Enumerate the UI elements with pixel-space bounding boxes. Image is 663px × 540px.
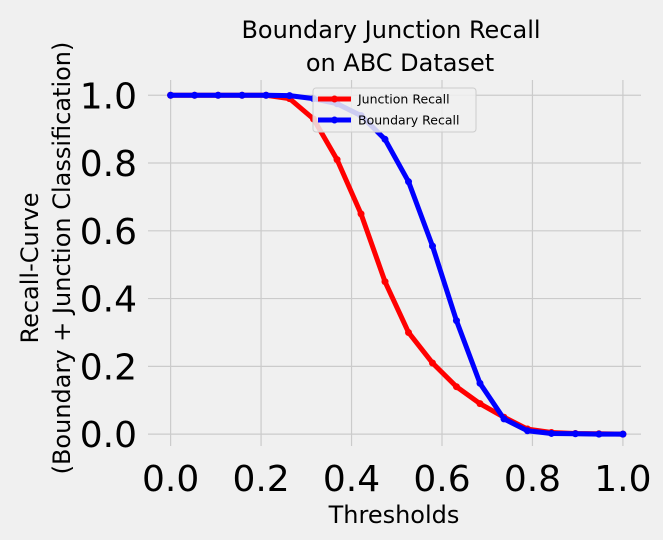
legend-label-junction-recall: Junction Recall — [357, 92, 450, 107]
point-boundary-recall-19 — [619, 430, 627, 438]
point-boundary-recall-16 — [547, 429, 555, 437]
point-boundary-recall-11 — [428, 242, 436, 250]
point-junction-recall-7 — [333, 156, 341, 164]
point-boundary-recall-0 — [167, 91, 175, 99]
point-boundary-recall-5 — [286, 92, 294, 100]
point-boundary-recall-2 — [214, 91, 222, 99]
x-tick-label-3: 0.6 — [413, 459, 470, 500]
point-boundary-recall-3 — [238, 91, 246, 99]
point-junction-recall-8 — [357, 210, 365, 218]
series-layer — [167, 91, 627, 438]
y-axis-label-line-2: (Boundary + Junction Classification) — [48, 42, 76, 475]
y-tick-label-3: 0.6 — [80, 212, 137, 253]
y-tick-labels: 0.0 0.2 0.4 0.6 0.8 1.0 — [80, 76, 137, 456]
x-tick-label-1: 0.2 — [232, 459, 289, 500]
series-line-boundary-recall — [168, 92, 626, 437]
point-junction-recall-11 — [428, 359, 436, 367]
point-junction-recall-12 — [452, 383, 460, 391]
x-axis-label: Thresholds — [328, 501, 460, 529]
legend: Junction Recall Boundary Recall — [312, 87, 477, 133]
legend-marker-boundary-recall — [331, 116, 338, 124]
x-tick-labels: 0.0 0.2 0.4 0.6 0.8 1.0 — [142, 459, 652, 500]
x-tick-label-5: 1.0 — [594, 459, 651, 500]
point-boundary-recall-10 — [405, 178, 413, 186]
point-boundary-recall-1 — [191, 91, 199, 99]
point-junction-recall-13 — [476, 400, 484, 408]
y-tick-label-4: 0.8 — [80, 144, 137, 185]
x-tick-label-0: 0.0 — [142, 459, 199, 500]
y-tick-label-5: 1.0 — [80, 76, 137, 117]
y-axis-label-line-1: Recall-Curve — [16, 192, 44, 343]
chart-title-line-2: on ABC Dataset — [306, 49, 494, 77]
x-tick-label-4: 0.8 — [504, 459, 561, 500]
point-boundary-recall-4 — [262, 91, 270, 99]
y-tick-label-2: 0.4 — [80, 280, 137, 321]
point-junction-recall-9 — [381, 278, 389, 286]
point-boundary-recall-15 — [523, 427, 531, 435]
legend-box — [312, 87, 477, 133]
point-boundary-recall-14 — [500, 415, 508, 423]
legend-label-boundary-recall: Boundary Recall — [358, 113, 459, 128]
point-boundary-recall-12 — [452, 317, 460, 325]
point-boundary-recall-9 — [381, 135, 389, 143]
point-junction-recall-10 — [405, 328, 413, 336]
point-boundary-recall-13 — [476, 379, 484, 387]
chart-title-line-1: Boundary Junction Recall — [241, 16, 540, 44]
point-boundary-recall-18 — [595, 430, 603, 438]
x-tick-label-2: 0.4 — [323, 459, 380, 500]
legend-marker-junction-recall — [331, 95, 338, 103]
y-tick-label-1: 0.2 — [80, 347, 137, 388]
y-tick-label-0: 0.0 — [80, 415, 137, 456]
grid — [148, 80, 641, 446]
point-boundary-recall-17 — [571, 430, 579, 438]
